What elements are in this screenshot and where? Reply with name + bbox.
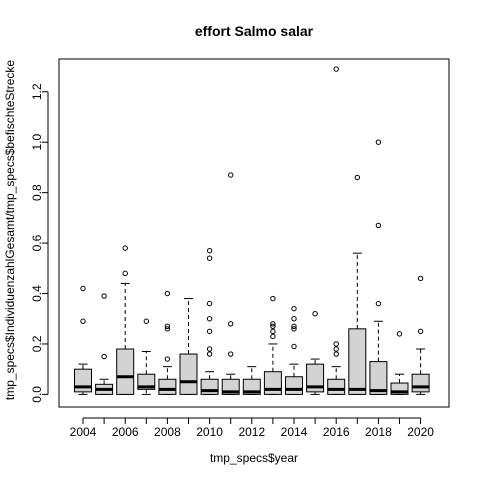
- x-tick-label-2014: 2014: [281, 425, 308, 439]
- box-body-2020: [412, 374, 429, 392]
- box-body-2008: [159, 379, 176, 394]
- y-tick-label-0.6: 0.6: [30, 234, 44, 251]
- box-body-2017: [349, 329, 366, 395]
- y-tick-label-0.0: 0.0: [30, 386, 44, 403]
- x-tick-label-2020: 2020: [407, 425, 434, 439]
- x-tick-label-2016: 2016: [323, 425, 350, 439]
- box-body-2006: [117, 349, 134, 394]
- x-tick-label-2008: 2008: [154, 425, 181, 439]
- box-body-2016: [328, 379, 345, 394]
- box-body-2013: [264, 372, 281, 395]
- x-axis-label: tmp_specs$year: [210, 451, 298, 465]
- box-body-2010: [201, 379, 218, 394]
- y-axis-label: tmp_specs$IndividuenzahlGesamt/tmp_specs…: [3, 60, 17, 401]
- box-body-2004: [75, 369, 92, 392]
- chart-title: effort Salmo salar: [195, 23, 314, 39]
- box-body-2009: [180, 354, 197, 394]
- x-tick-label-2004: 2004: [70, 425, 97, 439]
- y-tick-label-1.0: 1.0: [30, 134, 44, 151]
- box-body-2014: [286, 377, 303, 395]
- x-tick-label-2006: 2006: [112, 425, 139, 439]
- y-tick-label-0.2: 0.2: [30, 335, 44, 352]
- y-tick-label-0.8: 0.8: [30, 184, 44, 201]
- y-tick-label-0.4: 0.4: [30, 285, 44, 302]
- x-tick-label-2012: 2012: [238, 425, 265, 439]
- x-tick-label-2018: 2018: [365, 425, 392, 439]
- y-tick-label-1.2: 1.2: [30, 83, 44, 100]
- x-tick-label-2010: 2010: [196, 425, 223, 439]
